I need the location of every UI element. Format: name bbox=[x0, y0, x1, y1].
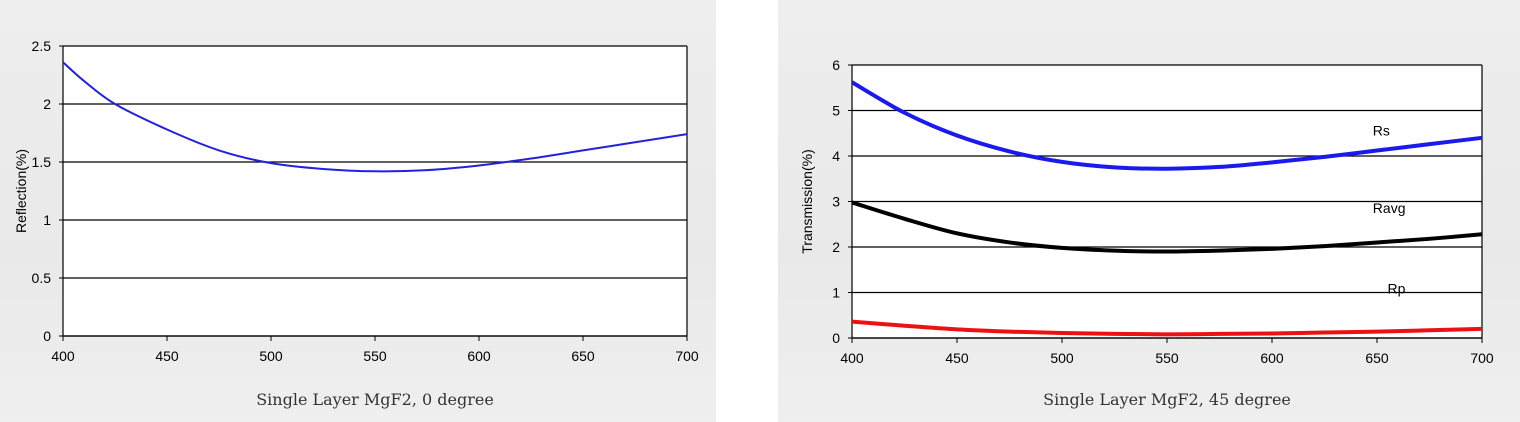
chart-1-y-tick-label: 3 bbox=[832, 194, 840, 210]
chart-1-x-tick-label: 450 bbox=[945, 350, 969, 366]
transmission-chart: 0 1 2 3 4 5 6 400 450 500 550 600 650 700 Transmission… bbox=[799, 57, 1494, 366]
chart-0-plot-area bbox=[63, 46, 687, 336]
chart-1-ravg-label: Ravg bbox=[1373, 200, 1406, 216]
chart-1-y-tick-label: 0 bbox=[832, 330, 840, 346]
reflection-chart: 0 0.5 1 1.5 2 2.5 400 450 500 550 600 650 700 Reflect… bbox=[13, 38, 699, 364]
chart-1-x-tick-label: 600 bbox=[1260, 350, 1284, 366]
chart-0-x-tick-label: 400 bbox=[51, 348, 75, 364]
chart-0-y-tick-label: 0.5 bbox=[32, 270, 52, 286]
chart-0-x-tick-label: 500 bbox=[259, 348, 283, 364]
chart-0-x-tick-label: 650 bbox=[571, 348, 595, 364]
chart-0-x-tick-label: 700 bbox=[675, 348, 699, 364]
chart-1-y-tick-label: 6 bbox=[832, 57, 840, 73]
chart-1-rp-line bbox=[851, 319, 1483, 337]
chart-1-rp-label: Rp bbox=[1388, 280, 1406, 296]
chart-0-x-tick-label: 550 bbox=[363, 348, 387, 364]
chart-1-y-tick-label: 2 bbox=[832, 239, 840, 255]
chart-1-rs-line bbox=[850, 80, 1483, 171]
chart-1-x-tick-label: 500 bbox=[1050, 350, 1074, 366]
chart-1-x-tick-label: 550 bbox=[1155, 350, 1179, 366]
chart-panel-transmission: 0 1 2 3 4 5 6 400 450 500 550 600 650 700 Transmission… bbox=[778, 0, 1520, 422]
chart-1-y-tick-label: 4 bbox=[832, 148, 840, 164]
chart-1-y-tick-label: 5 bbox=[832, 103, 840, 119]
chart-0-y-tick-label: 2.5 bbox=[32, 38, 52, 54]
chart-1-x-tick-label: 700 bbox=[1470, 350, 1494, 366]
chart-1-x-tick-label: 400 bbox=[840, 350, 864, 366]
chart-1-y-axis-title: Transmission(%) bbox=[799, 149, 815, 254]
chart-0-y-tick-label: 1.5 bbox=[32, 154, 52, 170]
chart-0-series-line bbox=[62, 61, 688, 173]
chart-0-x-tick-label: 450 bbox=[155, 348, 179, 364]
chart-0-x-tick-label: 600 bbox=[467, 348, 491, 364]
chart-0-y-tick-label: 0 bbox=[43, 328, 51, 344]
chart-panel-reflection: 0 0.5 1 1.5 2 2.5 400 450 500 550 600 650 700 Reflect… bbox=[0, 0, 716, 422]
chart-0-y-tick-label: 1 bbox=[43, 212, 51, 228]
chart-1-y-tick-label: 1 bbox=[832, 285, 840, 301]
chart-1-x-tick-label: 650 bbox=[1365, 350, 1389, 366]
transmission-chart-caption: Single Layer MgF2, 45 degree bbox=[1043, 390, 1291, 409]
chart-0-y-axis-title: Reflection(%) bbox=[13, 149, 29, 233]
chart-1-rs-label: Rs bbox=[1373, 123, 1390, 139]
reflection-chart-caption: Single Layer MgF2, 0 degree bbox=[256, 390, 494, 409]
chart-0-y-tick-label: 2 bbox=[43, 96, 51, 112]
chart-1-ravg-line bbox=[851, 200, 1483, 254]
